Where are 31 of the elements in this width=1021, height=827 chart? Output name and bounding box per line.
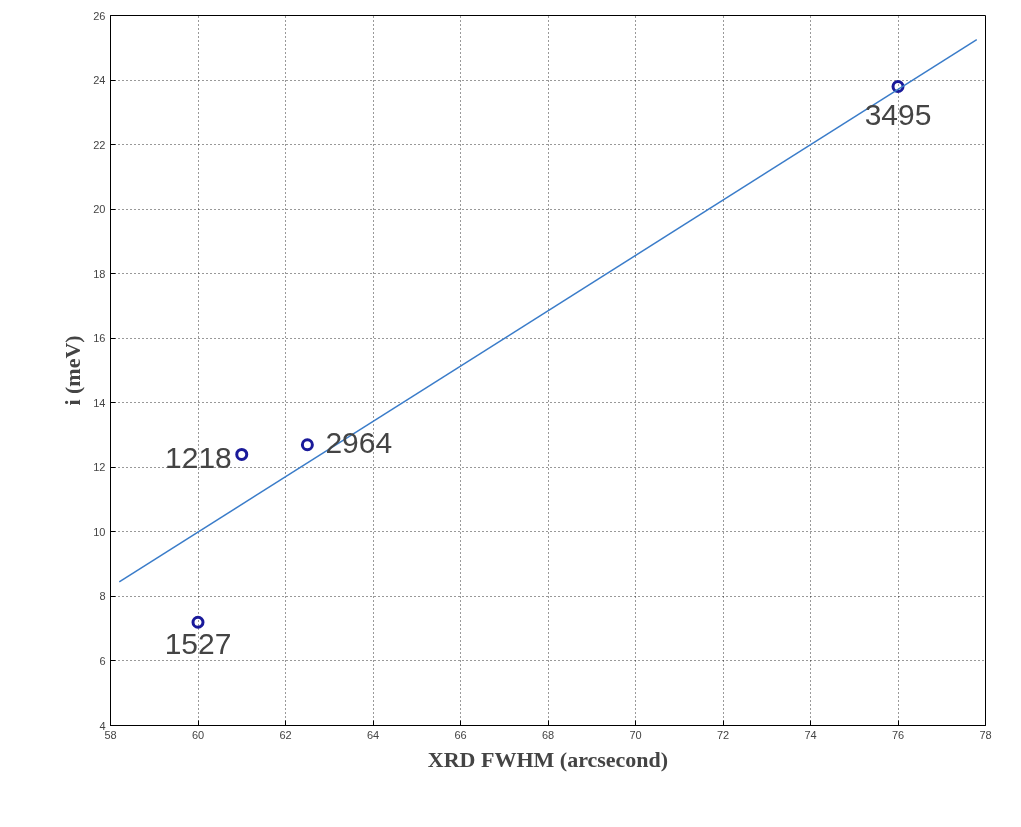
x-axis-title: XRD FWHM (arcsecond) xyxy=(427,746,669,772)
y-tick-label: 24 xyxy=(93,74,106,87)
x-tick-label: 76 xyxy=(891,728,905,741)
annotation: 1218 xyxy=(165,441,232,475)
x-tick-label: 72 xyxy=(716,728,730,741)
x-tick-label: 58 xyxy=(104,728,117,741)
y-tick-label: 6 xyxy=(99,654,106,667)
point xyxy=(191,615,205,629)
annotation: 1527 xyxy=(164,627,232,661)
y-tick-label: 26 xyxy=(93,9,106,22)
y-axis-title: i (meV) xyxy=(60,335,86,406)
y-tick-label: 4 xyxy=(99,719,106,732)
y-tick-label: 10 xyxy=(93,525,106,538)
x-tick-label: 62 xyxy=(279,728,292,741)
x-tick-label: 68 xyxy=(541,728,555,741)
x-tick-label: 64 xyxy=(366,728,380,741)
y-tick-label: 12 xyxy=(93,461,106,474)
y-tick-label: 16 xyxy=(93,332,106,345)
x-tick-label: 60 xyxy=(191,728,205,741)
y-tick-label: 22 xyxy=(93,138,106,151)
point xyxy=(300,438,314,452)
annotation: 3495 xyxy=(864,97,932,131)
y-tick-label: 18 xyxy=(93,267,106,280)
x-tick-label: 70 xyxy=(629,728,642,741)
y-tick-label: 20 xyxy=(93,203,106,216)
x-tick-label: 66 xyxy=(454,728,467,741)
y-tick-label: 8 xyxy=(99,590,106,603)
y-tick-label: 14 xyxy=(93,396,106,409)
point xyxy=(235,447,249,461)
x-tick-label: 74 xyxy=(804,728,817,741)
x-tick-label: 78 xyxy=(979,728,992,741)
